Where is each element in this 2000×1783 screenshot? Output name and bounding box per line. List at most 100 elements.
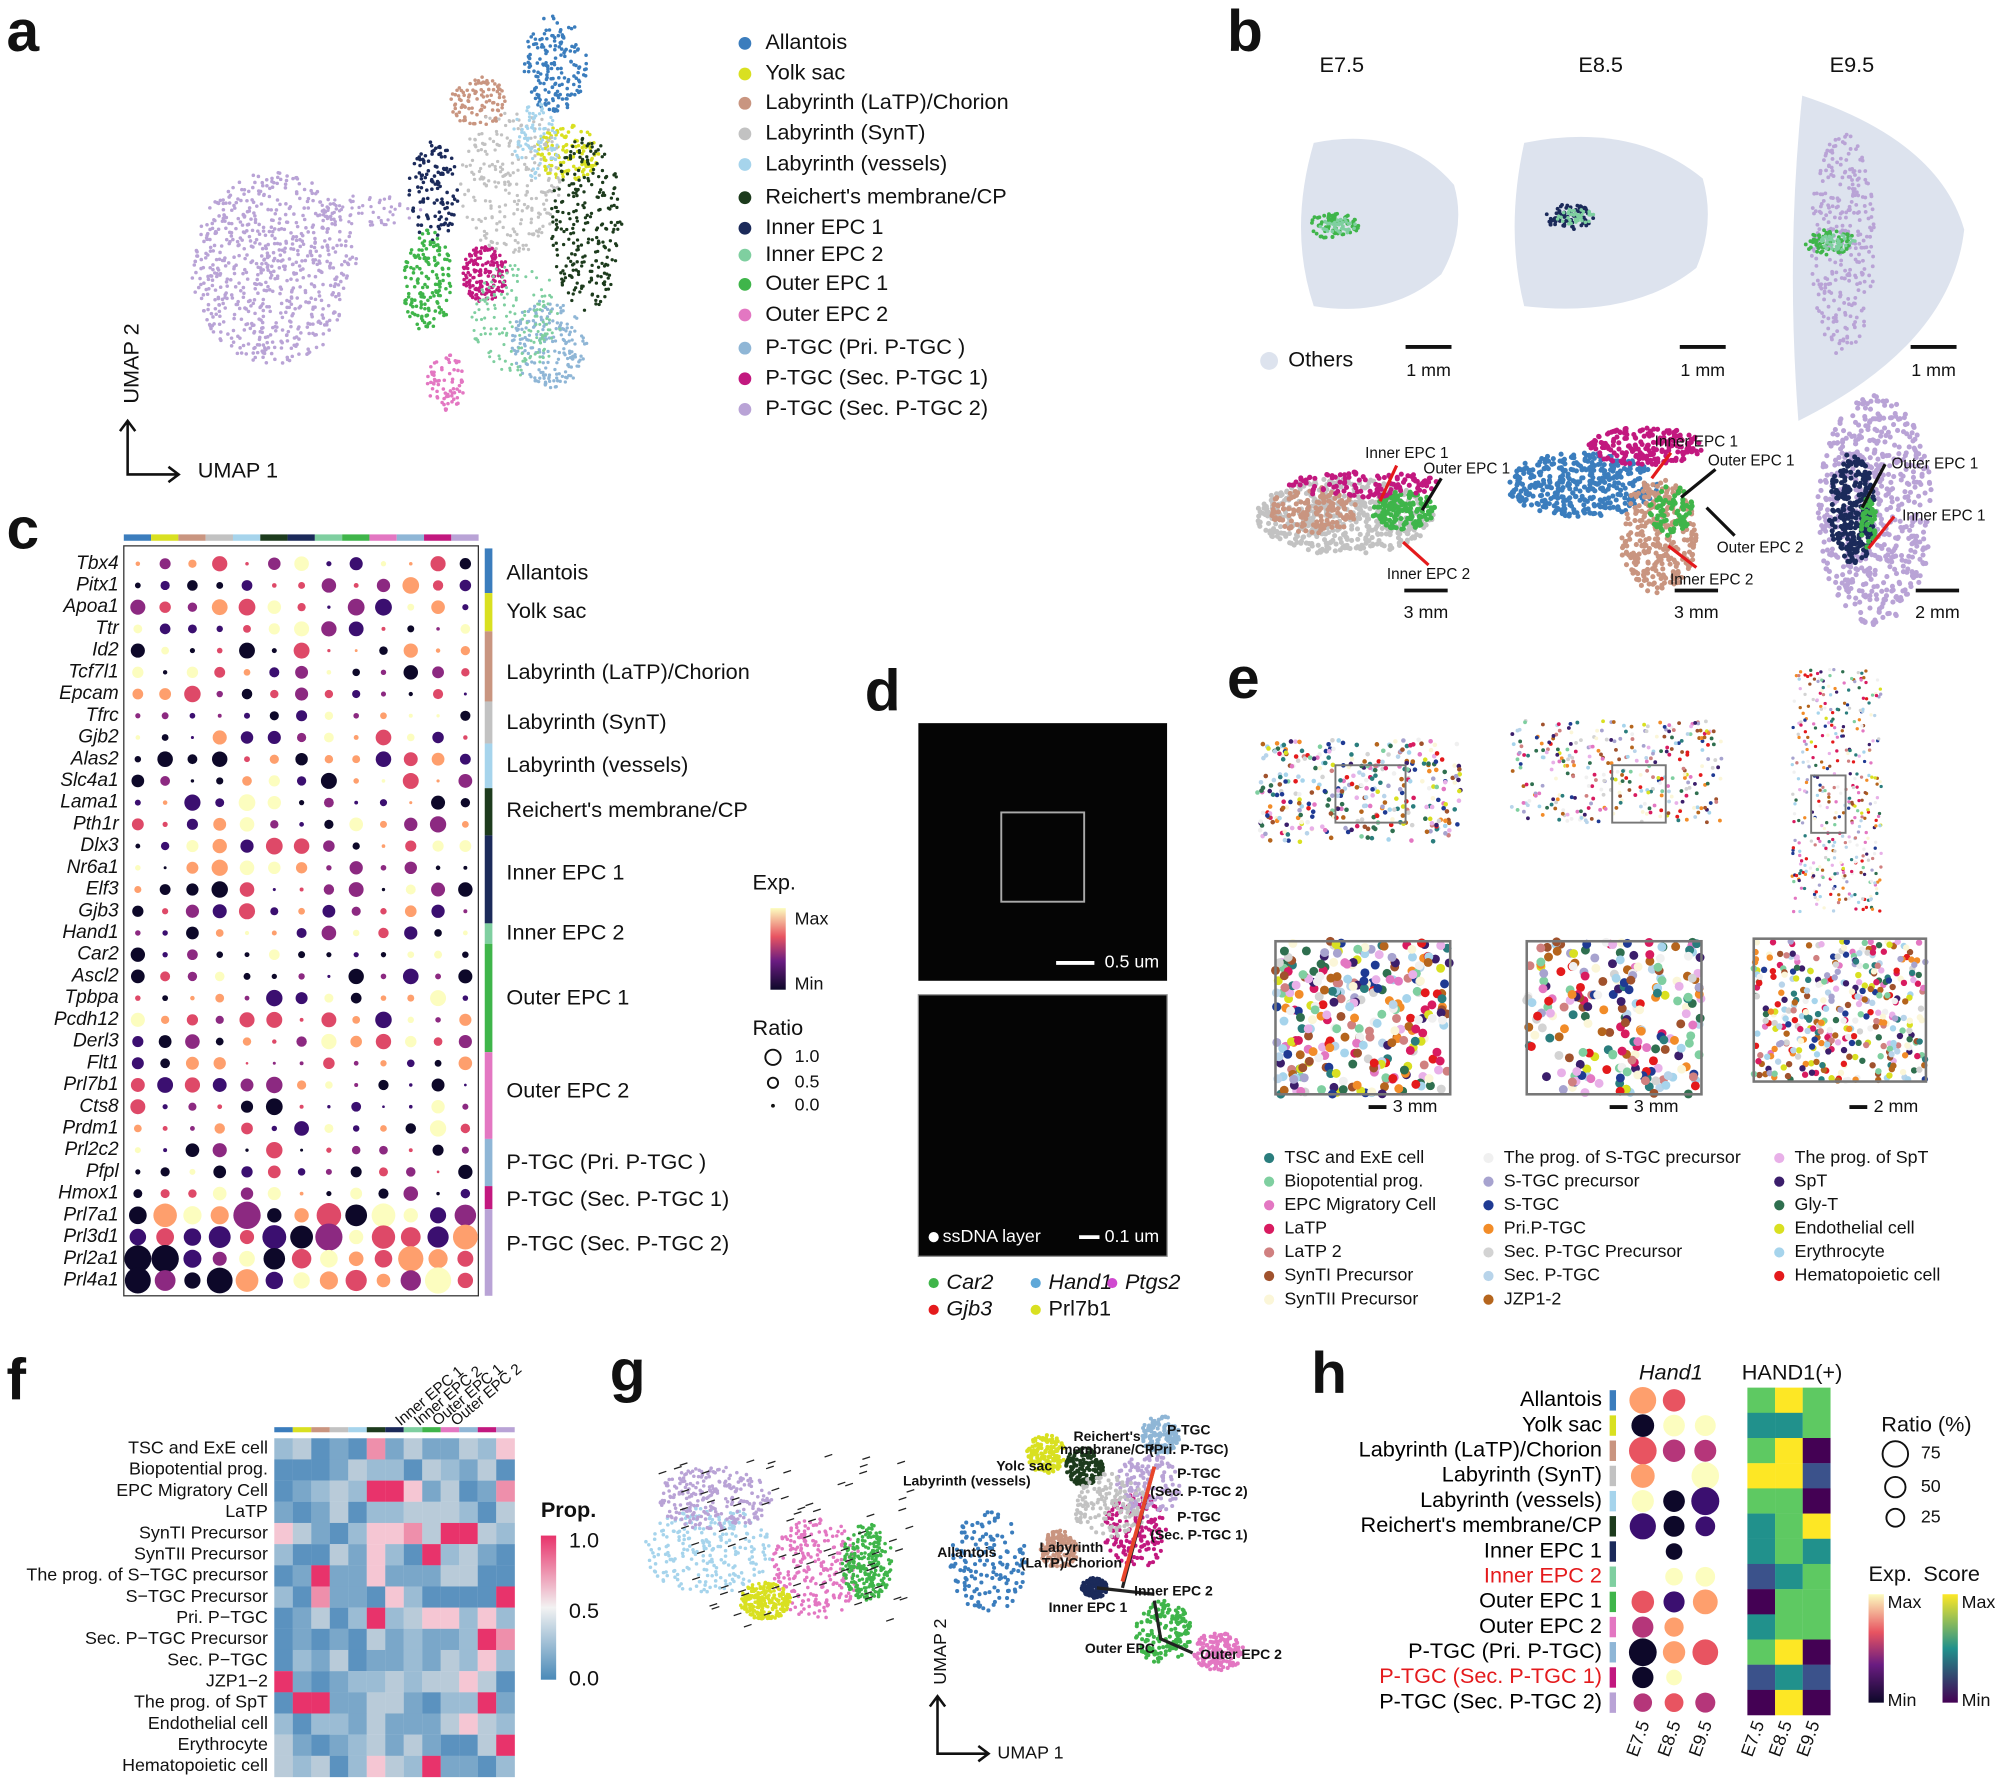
dot bbox=[608, 207, 612, 211]
dot bbox=[232, 265, 236, 269]
dot bbox=[1862, 279, 1867, 284]
dot bbox=[548, 167, 553, 171]
dot bbox=[438, 145, 442, 150]
dot bbox=[1809, 253, 1814, 258]
dot bbox=[523, 348, 527, 353]
dot bbox=[1610, 475, 1616, 481]
dot bbox=[534, 379, 539, 383]
dot bbox=[434, 273, 439, 277]
dot bbox=[547, 90, 551, 95]
dot bbox=[494, 185, 498, 189]
dot bbox=[512, 230, 517, 234]
dot bbox=[220, 258, 225, 263]
dot bbox=[497, 268, 501, 273]
dot bbox=[550, 184, 554, 188]
dot bbox=[1834, 351, 1839, 356]
dot bbox=[1849, 253, 1853, 257]
dot bbox=[580, 157, 585, 162]
dot bbox=[554, 172, 558, 176]
dot bbox=[431, 324, 436, 329]
dot bbox=[1550, 456, 1556, 462]
dot bbox=[571, 82, 576, 87]
dot bbox=[552, 186, 556, 190]
dot bbox=[452, 397, 456, 401]
dot bbox=[1844, 132, 1849, 137]
dot bbox=[1366, 516, 1372, 522]
dot bbox=[482, 80, 487, 85]
dot bbox=[446, 253, 451, 258]
dot bbox=[247, 206, 252, 210]
dot bbox=[339, 207, 343, 212]
dot bbox=[406, 206, 410, 211]
dot bbox=[1846, 296, 1851, 301]
dot bbox=[478, 177, 482, 181]
dot bbox=[255, 204, 259, 208]
dot bbox=[468, 278, 472, 283]
dot bbox=[425, 285, 430, 289]
dot bbox=[1312, 215, 1317, 220]
dot bbox=[570, 357, 575, 361]
dot bbox=[441, 310, 446, 315]
dot bbox=[530, 270, 534, 274]
dot bbox=[450, 377, 455, 382]
dot bbox=[1333, 490, 1339, 497]
dot bbox=[501, 162, 505, 166]
dot bbox=[422, 320, 427, 325]
dot bbox=[445, 201, 450, 205]
dot bbox=[290, 262, 295, 267]
dot bbox=[426, 169, 431, 173]
dot bbox=[547, 375, 551, 379]
dot bbox=[530, 360, 534, 364]
dot bbox=[243, 256, 247, 261]
dot bbox=[255, 350, 260, 355]
dot bbox=[614, 243, 619, 248]
dot bbox=[415, 322, 420, 327]
dot bbox=[432, 255, 437, 260]
dot bbox=[450, 172, 455, 176]
dot bbox=[1833, 247, 1838, 252]
dot bbox=[409, 265, 413, 270]
dot bbox=[550, 14, 555, 19]
dot bbox=[510, 325, 514, 329]
dot bbox=[408, 314, 412, 319]
dot bbox=[450, 222, 454, 227]
dot bbox=[240, 238, 244, 242]
dot bbox=[574, 268, 578, 272]
dot bbox=[515, 112, 519, 116]
dot bbox=[539, 370, 543, 375]
dot bbox=[1591, 455, 1597, 461]
dot bbox=[444, 407, 449, 411]
dot bbox=[523, 309, 527, 314]
dot bbox=[419, 302, 424, 307]
dot bbox=[558, 30, 562, 34]
dot bbox=[1337, 512, 1343, 518]
dot bbox=[1623, 538, 1629, 545]
dot bbox=[610, 258, 614, 262]
dot bbox=[1554, 211, 1559, 216]
dot bbox=[279, 226, 284, 231]
dot bbox=[1639, 543, 1645, 549]
dot bbox=[1628, 551, 1634, 557]
dot bbox=[245, 198, 249, 203]
dot bbox=[300, 239, 305, 243]
dot bbox=[580, 136, 585, 141]
dot bbox=[229, 221, 234, 226]
dot bbox=[221, 216, 226, 221]
dot bbox=[1346, 497, 1352, 503]
dot bbox=[237, 281, 241, 285]
dot bbox=[1590, 511, 1596, 517]
dot bbox=[278, 285, 283, 290]
dot bbox=[1836, 204, 1840, 209]
dot bbox=[607, 273, 612, 277]
dot bbox=[219, 338, 223, 343]
dot bbox=[1653, 559, 1660, 566]
dot bbox=[1837, 341, 1842, 346]
dot bbox=[282, 250, 287, 254]
dot bbox=[321, 226, 325, 230]
dot bbox=[210, 226, 215, 231]
dot bbox=[502, 95, 506, 99]
dot bbox=[195, 254, 199, 258]
dot bbox=[533, 96, 538, 101]
dot bbox=[471, 88, 475, 92]
dot bbox=[1270, 533, 1276, 540]
